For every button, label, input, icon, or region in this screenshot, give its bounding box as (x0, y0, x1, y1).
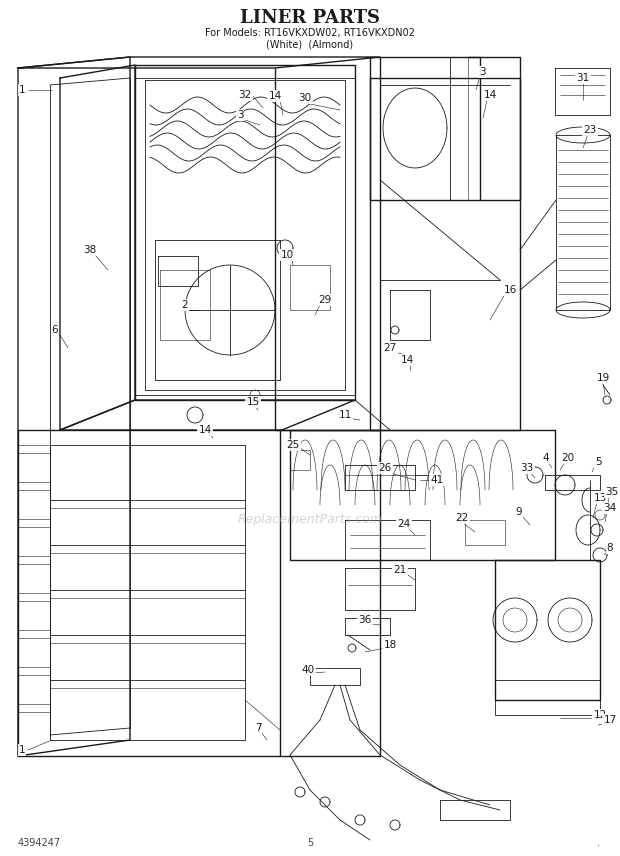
Text: 23: 23 (583, 125, 596, 135)
Text: 10: 10 (280, 250, 293, 260)
Text: 14: 14 (268, 91, 281, 101)
Text: 11: 11 (339, 410, 352, 420)
Text: 38: 38 (83, 245, 97, 255)
Text: 27: 27 (383, 343, 397, 353)
Text: 1: 1 (19, 85, 25, 95)
Text: 29: 29 (319, 295, 332, 305)
Text: 15: 15 (246, 397, 260, 407)
Text: 9: 9 (516, 507, 522, 517)
Text: ReplacementParts.com: ReplacementParts.com (237, 514, 383, 526)
Text: 5: 5 (307, 838, 313, 848)
Text: 3: 3 (237, 110, 243, 120)
Text: 36: 36 (358, 615, 371, 625)
Text: 19: 19 (596, 373, 609, 383)
Text: .: . (597, 838, 600, 848)
Text: 14: 14 (198, 425, 211, 435)
Text: 8: 8 (607, 543, 613, 553)
Text: 4394247: 4394247 (18, 838, 61, 848)
Text: 14: 14 (484, 90, 497, 100)
Text: For Models: RT16VKXDW02, RT16VKXDN02: For Models: RT16VKXDW02, RT16VKXDN02 (205, 28, 415, 38)
Text: 1: 1 (19, 745, 25, 755)
Text: 25: 25 (286, 440, 299, 450)
Text: 4: 4 (542, 453, 549, 463)
Text: 3: 3 (479, 67, 485, 77)
Text: 22: 22 (455, 513, 469, 523)
Text: 12: 12 (593, 710, 606, 720)
Text: 33: 33 (520, 463, 534, 473)
Text: 32: 32 (238, 90, 252, 100)
Text: LINER PARTS: LINER PARTS (240, 9, 380, 27)
Text: 21: 21 (393, 565, 407, 575)
Text: 30: 30 (298, 93, 312, 103)
Text: 24: 24 (397, 519, 410, 529)
Text: 26: 26 (378, 463, 392, 473)
Text: 14: 14 (401, 355, 414, 365)
Text: 5: 5 (595, 457, 601, 467)
Text: 40: 40 (301, 665, 314, 675)
Text: 7: 7 (255, 723, 261, 733)
Text: 18: 18 (383, 640, 397, 650)
Text: 20: 20 (562, 453, 575, 463)
Text: 13: 13 (593, 493, 606, 503)
Text: 16: 16 (503, 285, 516, 295)
Text: 2: 2 (182, 300, 188, 310)
Text: 31: 31 (577, 73, 590, 83)
Text: 6: 6 (51, 325, 58, 335)
Text: 34: 34 (603, 503, 617, 513)
Text: (White)  (Almond): (White) (Almond) (267, 39, 353, 49)
Text: 35: 35 (605, 487, 619, 497)
Text: 41: 41 (430, 475, 444, 485)
Text: 17: 17 (603, 715, 617, 725)
